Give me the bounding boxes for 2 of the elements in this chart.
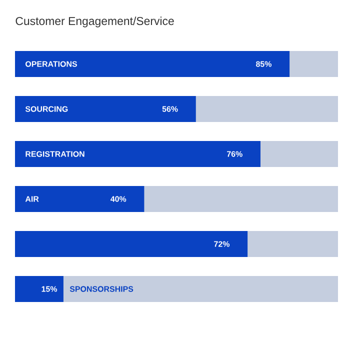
bar bbox=[15, 276, 64, 302]
chart-title: Customer Engagement/Service bbox=[16, 16, 174, 28]
